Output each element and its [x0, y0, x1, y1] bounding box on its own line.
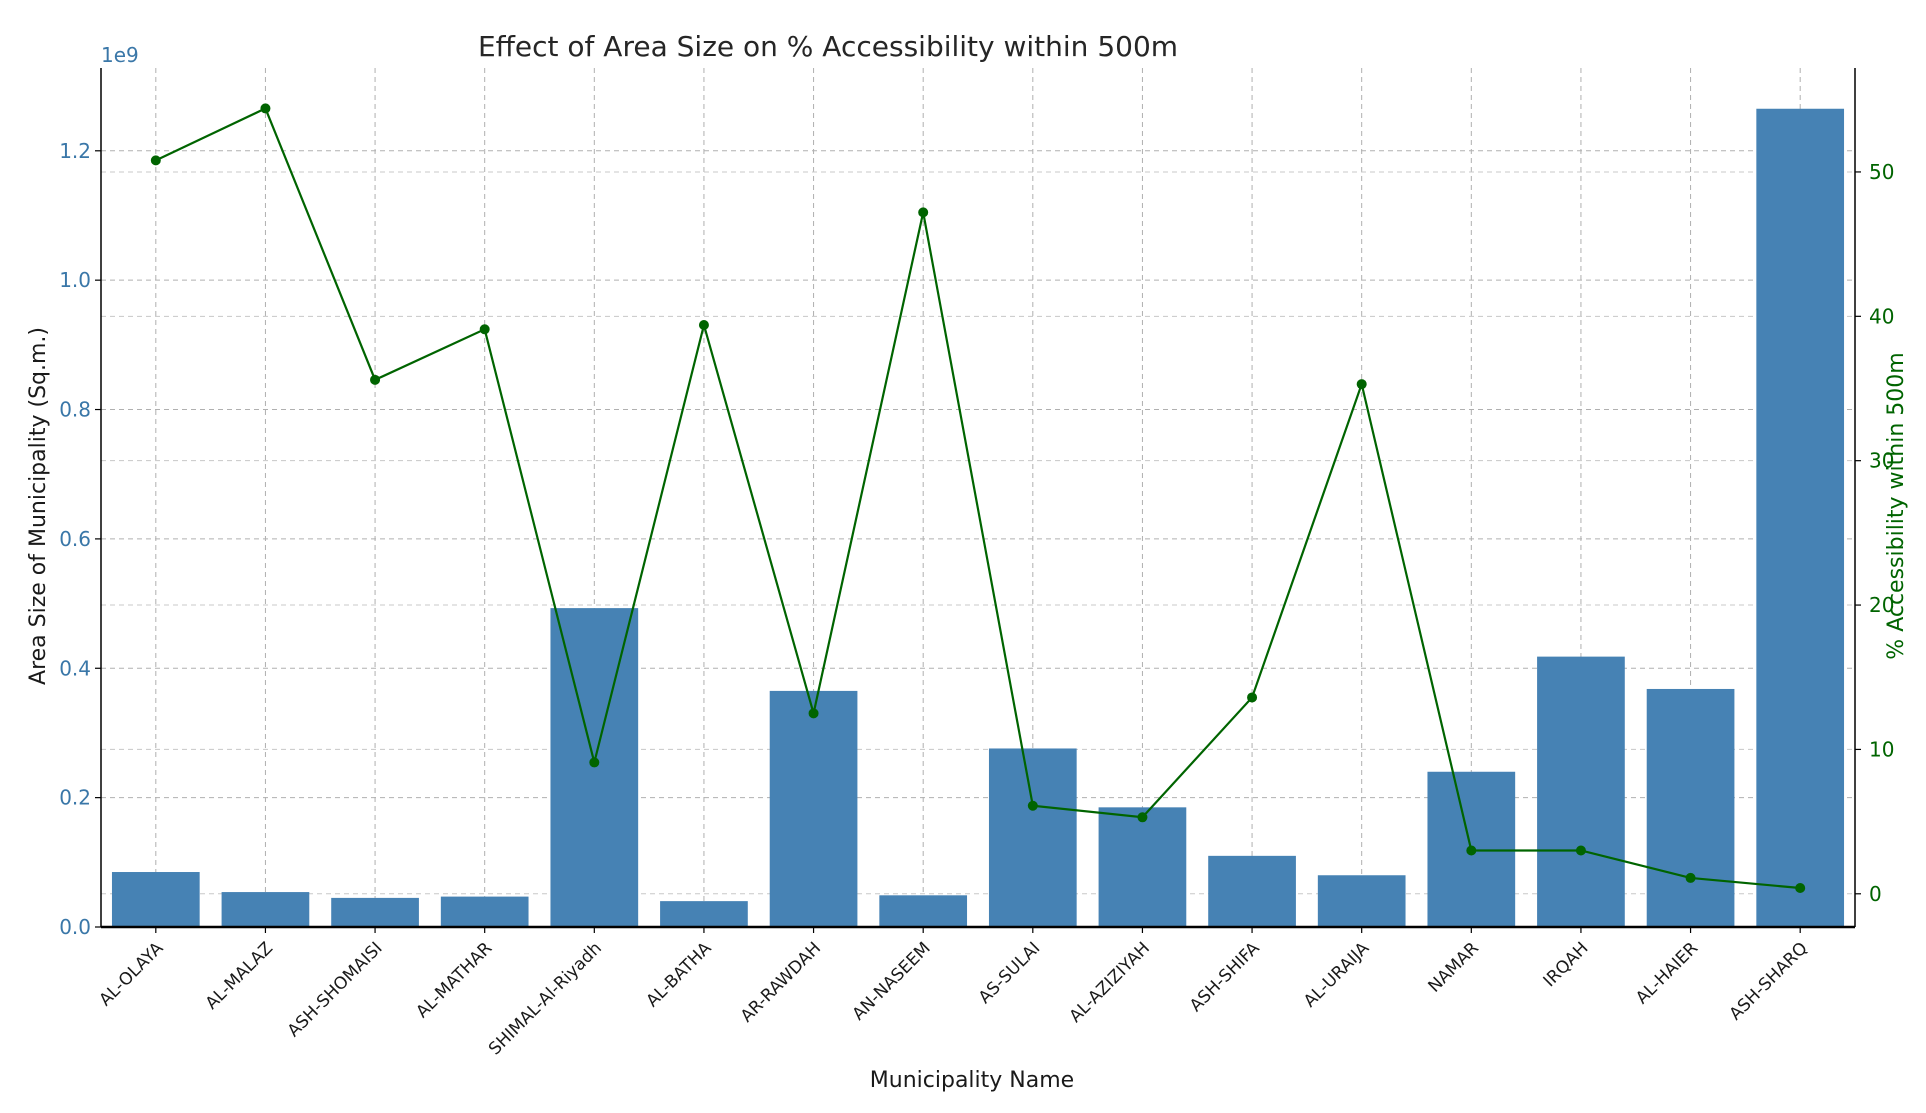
left-tick-label: 0.8 [59, 398, 91, 422]
left-tick-label: 1.0 [59, 268, 91, 292]
area-bar [1756, 108, 1845, 928]
x-axis-title: Municipality Name [870, 1068, 1074, 1093]
accessibility-point [698, 319, 709, 330]
category-label: AL-AZIZIYAH [1066, 938, 1154, 1026]
chart-title: Effect of Area Size on % Accessibility w… [478, 30, 1178, 63]
category-label: AR-RAWDAH [737, 938, 825, 1026]
category-label: AL-URAIJA [1300, 938, 1373, 1011]
area-bar [221, 892, 310, 927]
accessibility-point [589, 757, 600, 768]
accessibility-point [1137, 812, 1148, 823]
area-bar [988, 748, 1077, 927]
category-label: ASH-SHARQ [1726, 938, 1812, 1024]
accessibility-point [1247, 692, 1258, 703]
category-label: IRQAH [1540, 938, 1593, 991]
accessibility-point [1685, 872, 1696, 883]
category-label: ASH-SHIFA [1186, 938, 1264, 1016]
category-label: AL-MATHAR [412, 938, 496, 1022]
labels: Effect of Area Size on % Accessibility w… [26, 30, 1909, 1093]
right-tick-label: 30 [1869, 449, 1894, 473]
area-bar [440, 896, 529, 927]
category-label: AS-SULAI [975, 938, 1045, 1008]
category-label: ASH-SHOMAISI [284, 938, 387, 1041]
left-y-axis-title: Area Size of Municipality (Sq.m.) [26, 327, 51, 685]
accessibility-point [370, 374, 381, 385]
area-bar [879, 895, 968, 927]
accessibility-point [479, 324, 490, 335]
accessibility-point [1575, 845, 1586, 856]
category-label: AL-OLAYA [95, 938, 167, 1010]
right-tick-label: 0 [1869, 882, 1882, 906]
area-bar [331, 897, 419, 927]
accessibility-point [150, 155, 161, 166]
right-tick-label: 50 [1869, 160, 1894, 184]
area-bar [1098, 807, 1187, 927]
accessibility-point [1027, 800, 1038, 811]
accessibility-point [1356, 379, 1367, 390]
accessibility-point [1795, 883, 1806, 894]
category-label: NAMAR [1425, 938, 1483, 996]
area-bar [660, 901, 748, 927]
category-label: AN-NASEEM [849, 938, 935, 1024]
left-tick-label: 1.2 [59, 139, 91, 163]
accessibility-point [808, 708, 819, 719]
accessibility-point [260, 103, 271, 114]
left-tick-label: 0.6 [59, 527, 91, 551]
accessibility-line-path [155, 106, 1801, 890]
area-bar [111, 872, 200, 927]
accessibility-point [918, 207, 929, 218]
accessibility-line [150, 103, 1806, 894]
accessibility-point [1466, 845, 1477, 856]
category-label: AL-HAIER [1632, 938, 1702, 1008]
area-bar [1317, 875, 1406, 927]
bars [111, 108, 1845, 928]
left-tick-label: 0.2 [59, 786, 91, 810]
left-tick-label: 0.4 [59, 656, 91, 680]
area-bar [1208, 855, 1296, 927]
area-bar [1537, 656, 1625, 927]
right-y-axis-title: % Accessibility within 500m [1884, 352, 1909, 659]
left-tick-label: 0.0 [59, 915, 91, 939]
right-tick-label: 20 [1869, 593, 1894, 617]
category-label: AL-BATHA [643, 938, 716, 1011]
area-bar [769, 690, 858, 927]
category-label: AL-MALAZ [202, 938, 277, 1013]
left-axis-offset-label: 1e9 [101, 43, 139, 67]
right-tick-label: 10 [1869, 737, 1894, 761]
category-label: SHIMAL-Al-Riyadh [485, 938, 606, 1059]
area-bar [1646, 688, 1735, 927]
right-tick-label: 40 [1869, 304, 1894, 328]
area-bar [550, 608, 639, 927]
